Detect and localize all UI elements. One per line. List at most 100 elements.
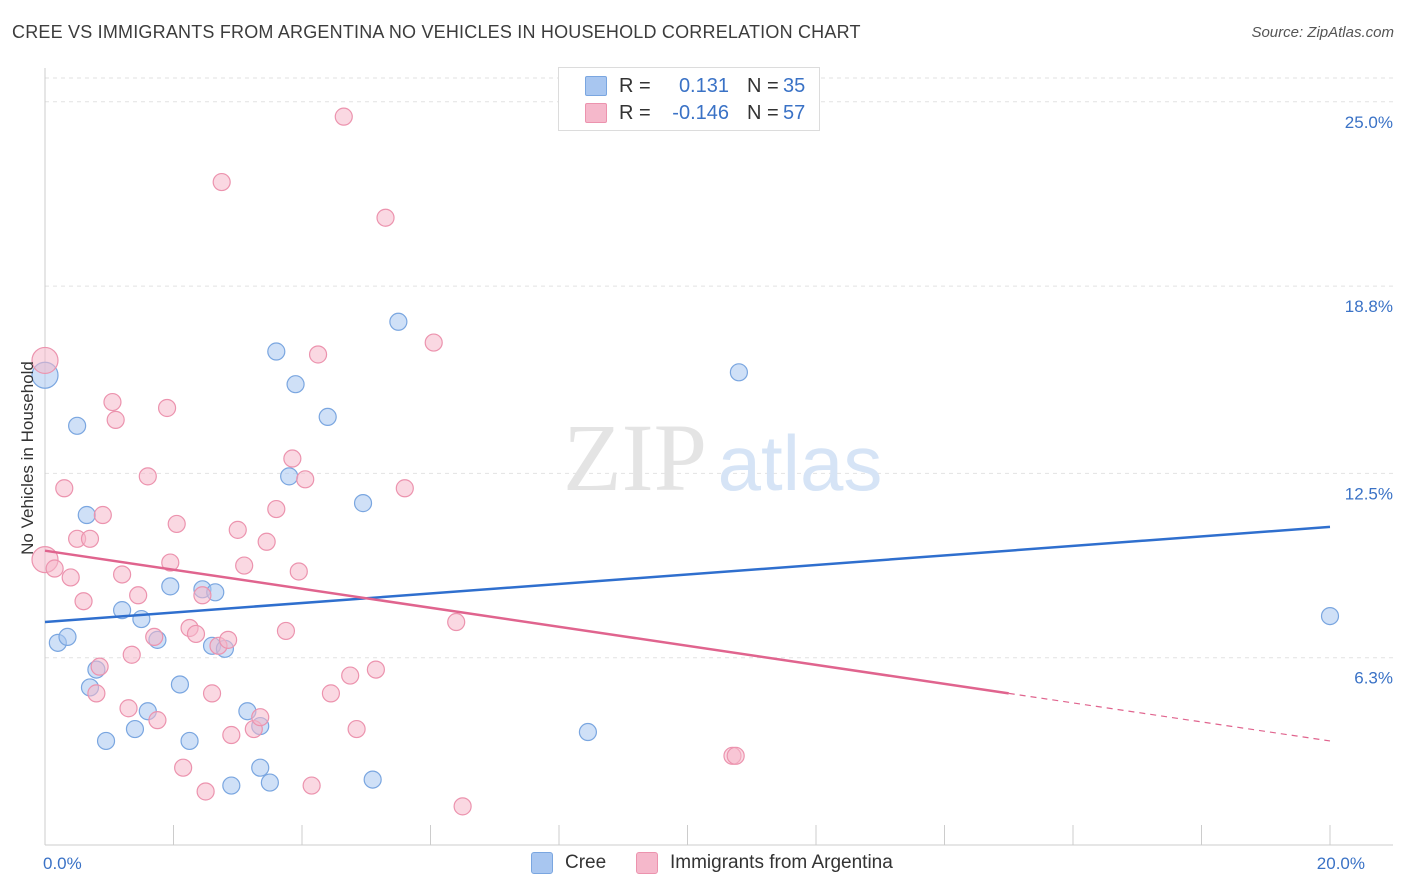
data-point-argentina: [193, 586, 212, 605]
data-point-argentina: [257, 532, 276, 551]
data-point-cree: [251, 758, 270, 777]
data-point-cree: [353, 494, 373, 513]
data-point-argentina: [251, 708, 270, 727]
data-point-argentina: [145, 627, 164, 646]
data-point-argentina: [31, 346, 59, 375]
y-tick-label: 6.3%: [1354, 669, 1393, 688]
source-credit: Source: ZipAtlas.com: [1251, 24, 1394, 41]
data-point-argentina: [321, 684, 341, 703]
data-point-argentina: [45, 559, 64, 578]
series-label-cree: Cree: [565, 852, 607, 873]
data-point-argentina: [119, 699, 138, 718]
data-point-argentina: [112, 565, 132, 584]
legend-n-value: 35: [783, 74, 806, 97]
data-point-argentina: [212, 172, 231, 192]
data-point-argentina: [74, 592, 93, 611]
data-point-argentina: [93, 505, 112, 525]
data-point-argentina: [103, 392, 122, 412]
x-tick-label: 0.0%: [43, 854, 82, 873]
data-point-argentina: [222, 725, 241, 745]
data-point-cree: [267, 342, 286, 361]
data-point-argentina: [196, 782, 215, 801]
data-point-argentina: [302, 776, 321, 795]
data-point-argentina: [366, 660, 385, 679]
trend-line-argentina-extension: [1008, 692, 1331, 742]
data-point-cree: [280, 467, 299, 486]
watermark-atlas: atlas: [718, 419, 883, 507]
data-point-argentina: [106, 410, 125, 429]
data-point-argentina: [334, 107, 353, 126]
data-point-argentina: [202, 684, 222, 703]
data-point-argentina: [376, 208, 395, 227]
y-tick-label: 25.0%: [1345, 113, 1393, 132]
data-point-argentina: [228, 520, 247, 539]
data-point-argentina: [90, 657, 109, 676]
data-point-argentina: [129, 586, 148, 605]
data-point-argentina: [347, 719, 366, 739]
data-point-argentina: [296, 470, 315, 489]
data-point-cree: [578, 722, 598, 742]
data-point-cree: [170, 675, 190, 694]
correlation-legend: R = 0.131 N = 35 R = -0.146 N = 57: [558, 67, 820, 131]
series-legend-argentina: Immigrants from Argentina: [636, 852, 893, 874]
y-tick-label: 12.5%: [1345, 484, 1393, 503]
data-point-cree: [96, 731, 116, 751]
data-point-argentina: [174, 758, 193, 777]
data-point-argentina: [186, 624, 206, 644]
series-swatch-argentina: [636, 852, 658, 874]
y-tick-label: 18.8%: [1345, 297, 1393, 316]
data-point-cree: [1320, 606, 1340, 626]
legend-row-argentina: R = -0.146 N = 57: [585, 101, 805, 125]
data-point-cree: [286, 375, 305, 394]
data-point-argentina: [726, 746, 745, 765]
legend-n-value: 57: [783, 101, 806, 124]
data-point-argentina: [289, 562, 308, 581]
data-point-argentina: [341, 666, 360, 685]
data-point-argentina: [267, 499, 286, 519]
data-point-argentina: [447, 612, 466, 632]
data-point-argentina: [55, 479, 74, 498]
legend-r-value: 0.131: [678, 74, 729, 97]
legend-row-cree: R = 0.131 N = 35: [585, 74, 805, 98]
data-point-cree: [77, 505, 96, 525]
legend-r-value: -0.146: [672, 101, 729, 124]
data-point-cree: [112, 601, 132, 620]
data-point-argentina: [61, 568, 80, 587]
legend-r-label: R =: [619, 74, 651, 97]
series-swatch-cree: [531, 852, 553, 874]
data-point-argentina: [283, 449, 302, 468]
legend-swatch-cree: [585, 76, 607, 96]
data-point-argentina: [219, 630, 238, 649]
data-point-cree: [729, 363, 749, 382]
data-point-argentina: [87, 684, 106, 703]
data-point-argentina: [157, 398, 177, 418]
data-point-cree: [260, 773, 279, 792]
data-point-argentina: [167, 514, 186, 534]
chart-title: CREE VS IMMIGRANTS FROM ARGENTINA NO VEH…: [12, 22, 861, 42]
legend-n-label: N =: [747, 74, 779, 97]
data-point-argentina: [138, 467, 157, 486]
data-point-cree: [58, 627, 77, 646]
watermark: ZIP atlas: [563, 404, 882, 511]
data-point-argentina: [453, 797, 472, 816]
series-legend-cree: Cree: [531, 852, 606, 874]
legend-r-label: R =: [619, 101, 651, 124]
data-point-cree: [68, 416, 87, 435]
y-axis-label: No Vehicles in Household: [18, 361, 37, 555]
data-point-cree: [132, 609, 151, 629]
watermark-zip: ZIP: [563, 404, 707, 511]
data-point-cree: [222, 776, 241, 795]
trend-line-argentina: [44, 549, 1009, 695]
data-point-cree: [363, 770, 382, 789]
data-point-argentina: [122, 645, 141, 664]
data-point-argentina: [80, 529, 100, 548]
legend-n-label: N =: [747, 101, 779, 124]
data-point-cree: [161, 577, 180, 596]
data-point-cree: [125, 719, 145, 739]
data-points: [31, 107, 1340, 816]
data-point-cree: [180, 731, 199, 751]
tick-labels: 6.3% 12.5% 18.8% 25.0% 0.0% 20.0%: [43, 113, 1393, 873]
data-point-argentina: [235, 556, 254, 575]
data-point-cree: [318, 407, 337, 427]
data-point-argentina: [395, 479, 414, 498]
